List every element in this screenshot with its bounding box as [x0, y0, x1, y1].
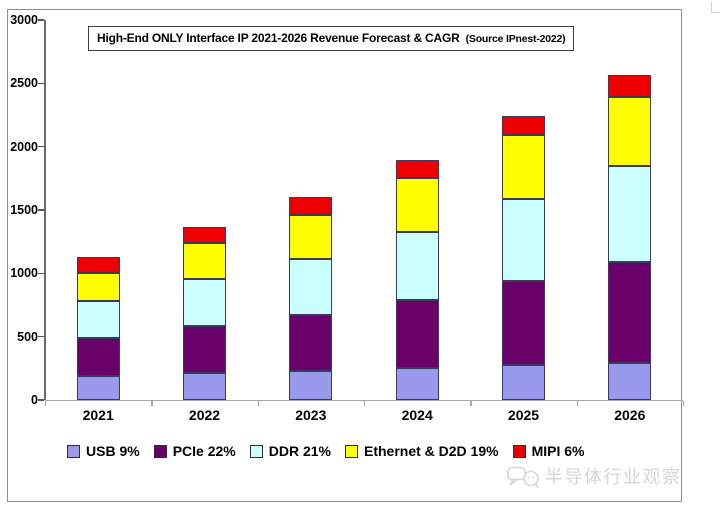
y-tick-label: 1500 [10, 203, 38, 217]
legend-item-ethernet: Ethernet & D2D 19% [344, 443, 499, 459]
bar-segment-2023-usb [289, 370, 333, 400]
x-axis-label-2023: 2023 [295, 407, 327, 423]
chart-title-box: High-End ONLY Interface IP 2021-2026 Rev… [88, 26, 575, 51]
bar-segment-2022-ddr [183, 279, 226, 326]
bar-segment-2021-pcie [76, 337, 120, 376]
bar-segment-2025-ethernet [502, 135, 545, 200]
y-axis-tick [38, 272, 44, 275]
x-axis-tick [151, 401, 153, 406]
bar-segment-2022-mipi [183, 227, 226, 243]
legend: USB 9% PCIe 22% DDR 21% Ethernet & D2D 19% M… [67, 443, 584, 459]
x-axis-tick [45, 401, 47, 406]
x-axis-tick [364, 401, 366, 406]
y-axis-tick [38, 399, 44, 401]
bar-segment-2022-ethernet [183, 242, 226, 279]
bar-segment-2024-usb [395, 368, 439, 400]
y-axis-tick [38, 19, 44, 21]
bar-segment-2023-ddr [289, 258, 333, 316]
y-tick-label: 3000 [10, 13, 38, 27]
x-axis-tick [683, 401, 685, 406]
y-tick-label: 2000 [10, 139, 38, 154]
legend-item-pcie: PCIe 22% [153, 443, 236, 459]
chart-frame [7, 9, 682, 502]
legend-swatch-pcie [153, 444, 167, 458]
legend-label-mipi: MIPI 6% [531, 443, 585, 459]
bar-segment-2025-pcie [502, 280, 545, 366]
bar-segment-2022-usb [183, 373, 226, 400]
y-tick-label: 1000 [10, 266, 38, 281]
bar-segment-2026-usb [608, 362, 652, 400]
watermark-logo-icon [507, 466, 540, 489]
bar-segment-2026-ethernet [608, 97, 652, 166]
legend-label-usb: USB 9% [86, 443, 140, 459]
bar-segment-2023-ethernet [289, 215, 333, 259]
x-axis-label-2026: 2026 [614, 407, 646, 423]
bar-segment-2024-ethernet [395, 178, 439, 233]
bar-segment-2023-mipi [289, 197, 333, 215]
bar-segment-2021-ddr [76, 301, 120, 338]
bar-segment-2025-ddr [502, 199, 545, 281]
x-axis-label-2025: 2025 [507, 407, 540, 423]
chart-title-source: (Source IPnest-2022) [465, 33, 566, 45]
watermark: 半导体行业观察 [505, 464, 682, 490]
x-axis [45, 400, 683, 402]
bar-segment-2021-usb [76, 375, 120, 400]
legend-swatch-ethernet [344, 444, 358, 458]
bar-segment-2021-ethernet [76, 273, 120, 302]
x-axis-tick [576, 401, 579, 406]
y-axis-tick [38, 82, 44, 85]
x-axis-label-2021: 2021 [82, 407, 114, 423]
legend-item-ddr: DDR 21% [249, 443, 331, 459]
bar-segment-2026-ddr [608, 165, 652, 262]
bar-segment-2022-pcie [183, 325, 226, 374]
bar-segment-2024-pcie [395, 299, 439, 369]
bar-segment-2021-mipi [76, 256, 120, 274]
y-tick-label: 0 [31, 393, 38, 407]
bar-segment-2024-mipi [395, 160, 439, 179]
bar-segment-2024-ddr [395, 232, 439, 300]
y-axis-tick [38, 209, 44, 211]
y-tick-label: 2500 [10, 76, 38, 91]
legend-label-ethernet: Ethernet & D2D 19% [363, 443, 499, 459]
legend-swatch-mipi [512, 444, 526, 458]
x-axis-label-2022: 2022 [188, 407, 221, 423]
x-axis-label-2024: 2024 [401, 407, 433, 423]
y-tick-label: 500 [17, 329, 38, 344]
legend-item-usb: USB 9% [67, 443, 140, 459]
clipped-ui-fragment [711, 2, 720, 13]
legend-label-ddr: DDR 21% [268, 443, 331, 459]
legend-swatch-usb [67, 444, 80, 458]
bar-segment-2023-pcie [289, 315, 333, 371]
x-axis-tick [470, 401, 472, 406]
bar-segment-2026-mipi [608, 75, 652, 98]
legend-swatch-ddr [249, 444, 263, 458]
legend-label-pcie: PCIe 22% [172, 443, 236, 459]
bar-segment-2025-mipi [502, 115, 545, 136]
bar-segment-2026-pcie [608, 261, 652, 363]
x-axis-tick [257, 401, 260, 406]
y-axis-tick [38, 335, 44, 338]
chart-title: High-End ONLY Interface IP 2021-2026 Rev… [97, 31, 460, 45]
bar-segment-2025-usb [502, 365, 545, 400]
legend-item-mipi: MIPI 6% [512, 443, 585, 459]
y-axis-tick [38, 145, 44, 148]
watermark-text: 半导体行业观察 [545, 467, 682, 487]
y-axis [44, 20, 46, 400]
